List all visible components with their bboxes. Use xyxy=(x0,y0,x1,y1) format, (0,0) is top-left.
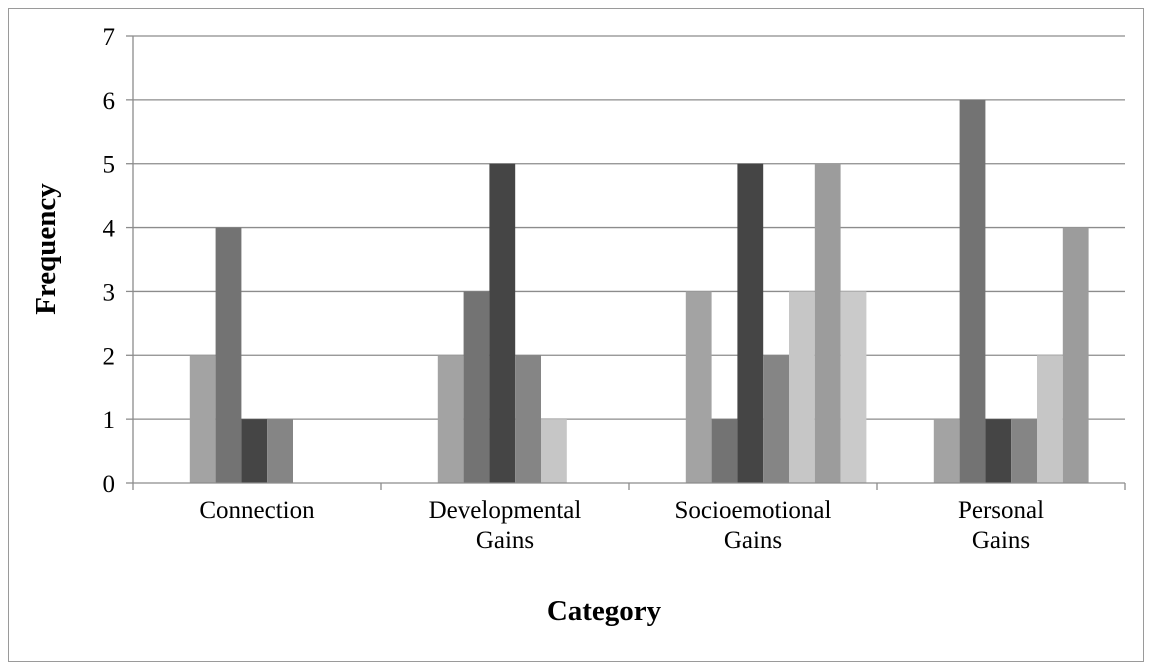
bar xyxy=(437,355,464,483)
bar xyxy=(463,291,490,483)
y-tick-label: 1 xyxy=(103,407,116,434)
bar xyxy=(789,291,815,483)
bar xyxy=(189,355,216,483)
category-label-line: Gains xyxy=(724,527,782,554)
bar xyxy=(711,419,738,483)
bar xyxy=(1011,419,1037,483)
category-label: Developmental Gains xyxy=(429,497,582,554)
category-label: Personal Gains xyxy=(958,497,1044,554)
bar xyxy=(1062,227,1089,483)
category-labels: Connection Developmental GainsSocioemotion… xyxy=(199,497,1044,554)
y-tick-label: 5 xyxy=(103,152,116,179)
bar xyxy=(933,419,960,483)
category-label-line: Gains xyxy=(476,527,534,554)
axes xyxy=(132,36,1126,490)
category-label: Socioemotional Gains xyxy=(675,497,832,554)
y-tick-label: 6 xyxy=(103,88,116,115)
y-tick-labels: 0 1 2 3 4 5 6 7 xyxy=(103,24,116,498)
y-tick-label: 3 xyxy=(103,279,116,306)
category-label-line: Connection xyxy=(199,497,315,524)
y-tick-label: 7 xyxy=(103,24,116,51)
category-label: Connection xyxy=(199,497,315,524)
category-label-line: Gains xyxy=(972,527,1030,554)
bar xyxy=(985,419,1012,483)
y-tick-label: 4 xyxy=(103,216,116,243)
bar xyxy=(685,291,712,483)
bar xyxy=(840,291,867,483)
category-label-line: Personal xyxy=(958,497,1044,524)
y-tick-label: 0 xyxy=(103,471,116,498)
y-tick-label: 2 xyxy=(103,343,116,370)
bar xyxy=(959,99,986,483)
bar xyxy=(814,163,841,483)
bar xyxy=(215,227,242,483)
bar xyxy=(763,355,789,483)
bar xyxy=(515,355,541,483)
category-label-line: Socioemotional xyxy=(675,497,832,524)
x-axis-title: Category xyxy=(547,595,662,627)
bars xyxy=(189,99,1089,483)
y-axis-title: Frequency xyxy=(30,183,62,315)
bar xyxy=(737,163,764,483)
bar xyxy=(241,419,268,483)
bar xyxy=(267,419,293,483)
bar xyxy=(541,419,567,483)
bar xyxy=(1037,355,1063,483)
category-label-line: Developmental xyxy=(429,497,582,524)
bar xyxy=(489,163,516,483)
